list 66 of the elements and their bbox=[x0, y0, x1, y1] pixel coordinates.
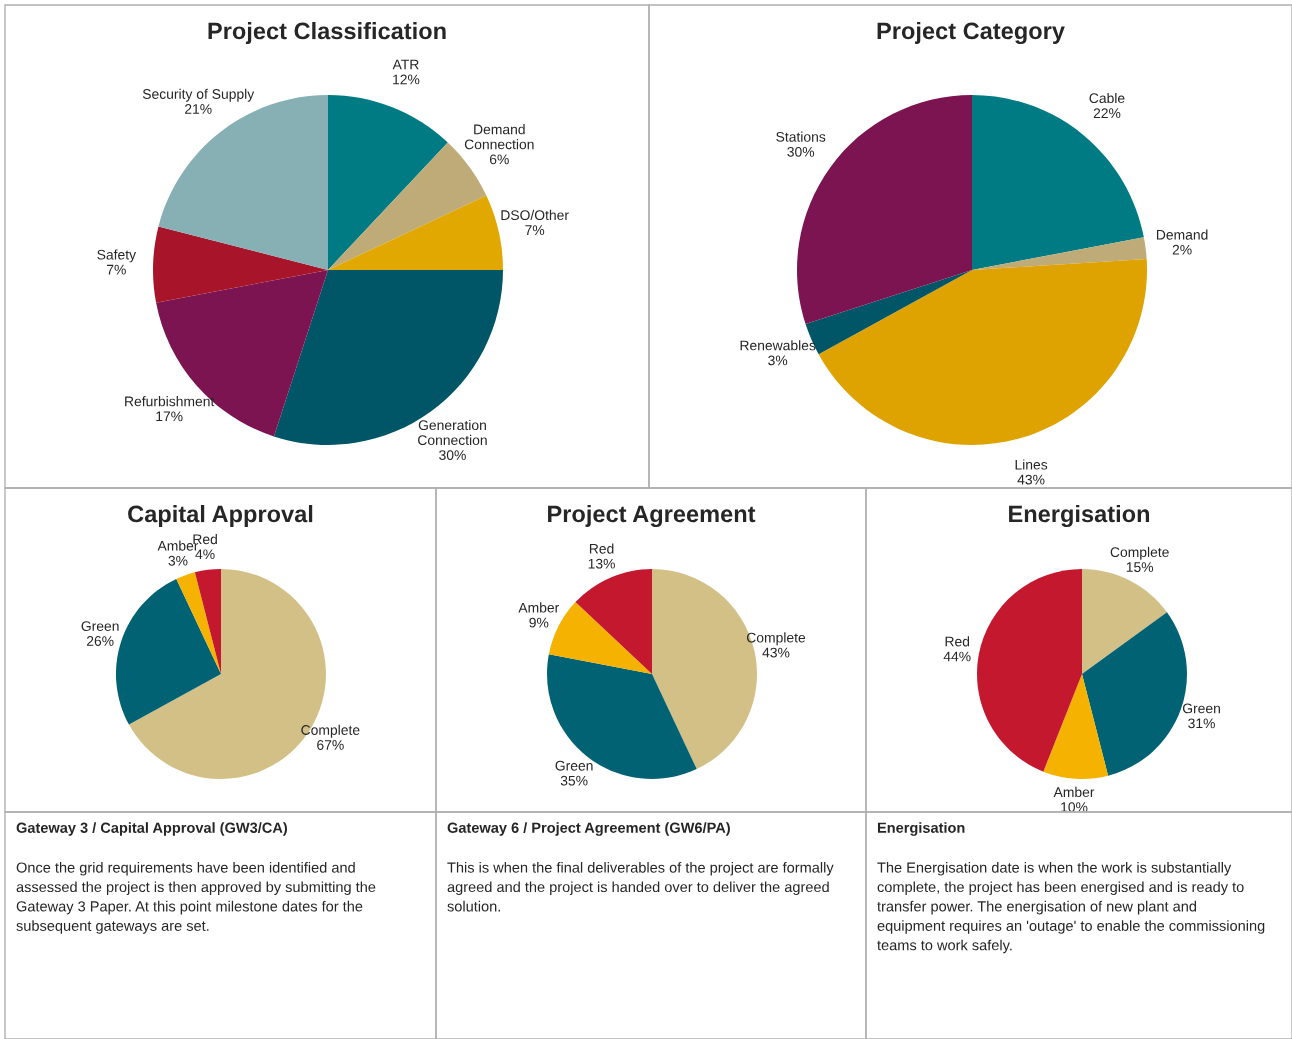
data-label: 4% bbox=[195, 549, 215, 560]
slice-label: Green bbox=[1182, 703, 1220, 714]
slice-label: Red bbox=[945, 636, 970, 647]
pie-slice bbox=[273, 270, 503, 445]
data-label: 30% bbox=[439, 450, 466, 460]
slice-label: Red bbox=[589, 543, 614, 554]
text: The Energisation date is when the work is substantially complete, the project has been energised and is ready to transfer power. The energisation of new plant and equipment requires an 'outage' to enable the commissioning teams to work safely. bbox=[877, 862, 1265, 954]
pie-slice bbox=[176, 572, 221, 674]
text: Once the grid requirements have been identified and assessed the project is then approved by submitting the Gateway 3 Paper. At this point milestone dates for the subsequent gateways are set. bbox=[16, 862, 376, 934]
data-label: 30% bbox=[787, 146, 815, 157]
slice-label: Demand bbox=[1156, 229, 1208, 240]
text: Gateway 6 / Project Agreement (GW6/PA) bbox=[447, 822, 730, 836]
pie-slice bbox=[972, 95, 1144, 270]
data-label: 22% bbox=[1093, 108, 1121, 118]
pie-slice bbox=[194, 569, 221, 674]
data-label: 3% bbox=[768, 355, 788, 366]
data-label: 67% bbox=[317, 740, 344, 750]
slice-label: Safety bbox=[97, 249, 137, 263]
slice-label: Lines bbox=[1015, 459, 1048, 470]
data-label: 35% bbox=[560, 775, 588, 786]
chart-title: Capital Approval bbox=[128, 504, 313, 528]
data-label: 15% bbox=[1126, 562, 1154, 573]
text: This is when the final deliverables of the project are formally agreed and the project is handed over to deliver the agreed solution. bbox=[447, 862, 834, 912]
slice-label: Security of Supply bbox=[142, 88, 255, 102]
slice-label: Cable bbox=[1089, 92, 1125, 104]
data-label: 43% bbox=[762, 647, 790, 658]
slice-label: Stations bbox=[776, 131, 826, 142]
data-label: 21% bbox=[185, 104, 212, 114]
data-label: 6% bbox=[489, 154, 509, 165]
slice-label: ATR bbox=[392, 59, 419, 70]
slice-label: Green bbox=[81, 621, 119, 631]
slice-label: Amber bbox=[1053, 786, 1095, 798]
slice-label: Refurbishment bbox=[125, 396, 215, 407]
data-label: 3% bbox=[168, 555, 188, 566]
data-label: 10% bbox=[1061, 802, 1088, 813]
text: Energisation bbox=[877, 822, 965, 836]
data-label: 26% bbox=[86, 636, 114, 646]
data-label: 31% bbox=[1188, 718, 1215, 729]
data-label: 12% bbox=[393, 74, 420, 85]
pie-slice bbox=[818, 259, 1147, 445]
pie-slice bbox=[328, 95, 448, 270]
pie-slice bbox=[977, 569, 1082, 772]
chart-title: Project Agreement bbox=[548, 504, 756, 528]
slice-label: DSO/Other bbox=[501, 209, 569, 221]
pie-slice bbox=[972, 237, 1147, 270]
data-label: 44% bbox=[943, 651, 971, 662]
pie-slice bbox=[1043, 674, 1109, 779]
data-label: 7% bbox=[107, 264, 126, 275]
slice-label: Amber bbox=[518, 602, 560, 613]
data-label: 17% bbox=[156, 411, 183, 422]
pie-slice bbox=[153, 226, 328, 303]
pie-slice bbox=[575, 569, 652, 674]
data-label: 7% bbox=[525, 225, 545, 235]
slice-label: Green bbox=[555, 760, 593, 771]
slice-label: Generation Connection bbox=[418, 419, 487, 446]
chart-title: Energisation bbox=[1009, 504, 1150, 528]
data-label: 43% bbox=[1017, 474, 1045, 485]
slice-label: Demand Connection bbox=[464, 124, 534, 150]
text: Gateway 3 / Capital Approval (GW3/CA) bbox=[16, 822, 287, 836]
data-label: 13% bbox=[588, 558, 615, 569]
pie-slice bbox=[328, 195, 503, 270]
slice-label: Complete bbox=[1110, 546, 1169, 560]
chart-title: Project Classification bbox=[208, 22, 446, 44]
data-label: 2% bbox=[1172, 244, 1192, 255]
data-label: 9% bbox=[529, 617, 549, 628]
chart-title: Project Category bbox=[877, 21, 1065, 45]
